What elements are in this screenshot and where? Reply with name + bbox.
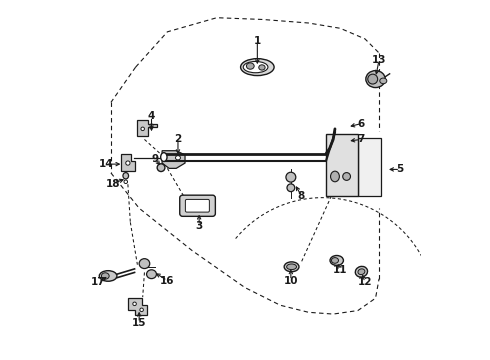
Ellipse shape — [287, 184, 295, 192]
FancyBboxPatch shape — [180, 195, 216, 216]
Bar — [326, 134, 358, 196]
Ellipse shape — [331, 171, 340, 182]
Ellipse shape — [161, 153, 167, 162]
Ellipse shape — [355, 266, 368, 277]
Ellipse shape — [259, 65, 265, 70]
Ellipse shape — [287, 264, 296, 270]
Ellipse shape — [157, 164, 165, 171]
Ellipse shape — [343, 172, 350, 180]
Ellipse shape — [99, 271, 117, 281]
Ellipse shape — [101, 273, 109, 279]
Text: 11: 11 — [333, 265, 347, 275]
Ellipse shape — [284, 262, 299, 272]
Ellipse shape — [241, 59, 274, 76]
Text: 2: 2 — [174, 134, 182, 144]
Ellipse shape — [286, 172, 296, 182]
Ellipse shape — [368, 74, 378, 84]
Ellipse shape — [380, 78, 387, 84]
Text: 6: 6 — [358, 118, 365, 129]
Text: 17: 17 — [91, 277, 106, 287]
Ellipse shape — [331, 258, 339, 263]
Ellipse shape — [139, 259, 150, 269]
Text: 13: 13 — [372, 55, 386, 65]
Text: 3: 3 — [196, 221, 203, 231]
Polygon shape — [162, 151, 185, 168]
Ellipse shape — [175, 156, 180, 160]
Polygon shape — [128, 298, 147, 315]
Ellipse shape — [366, 71, 385, 87]
Ellipse shape — [133, 302, 136, 306]
Text: 12: 12 — [358, 277, 372, 287]
Text: 14: 14 — [98, 159, 113, 169]
Ellipse shape — [123, 172, 128, 179]
Text: 16: 16 — [160, 275, 174, 285]
Text: 8: 8 — [298, 191, 305, 201]
Ellipse shape — [141, 127, 145, 131]
Text: 4: 4 — [148, 112, 155, 121]
Ellipse shape — [243, 62, 268, 73]
Text: 15: 15 — [132, 318, 147, 328]
Text: 10: 10 — [284, 275, 298, 285]
Polygon shape — [137, 120, 157, 136]
Ellipse shape — [126, 161, 130, 165]
FancyBboxPatch shape — [185, 199, 209, 212]
Text: 1: 1 — [254, 36, 261, 46]
Ellipse shape — [140, 308, 144, 312]
Text: 7: 7 — [358, 134, 365, 144]
Ellipse shape — [358, 269, 365, 275]
Text: 9: 9 — [151, 154, 159, 164]
Ellipse shape — [147, 270, 156, 279]
Bar — [358, 138, 381, 196]
Ellipse shape — [124, 180, 127, 184]
Ellipse shape — [150, 124, 153, 127]
Text: 5: 5 — [396, 165, 404, 174]
Text: 18: 18 — [105, 179, 120, 189]
Ellipse shape — [246, 63, 254, 69]
Ellipse shape — [330, 256, 343, 265]
Polygon shape — [121, 154, 135, 171]
